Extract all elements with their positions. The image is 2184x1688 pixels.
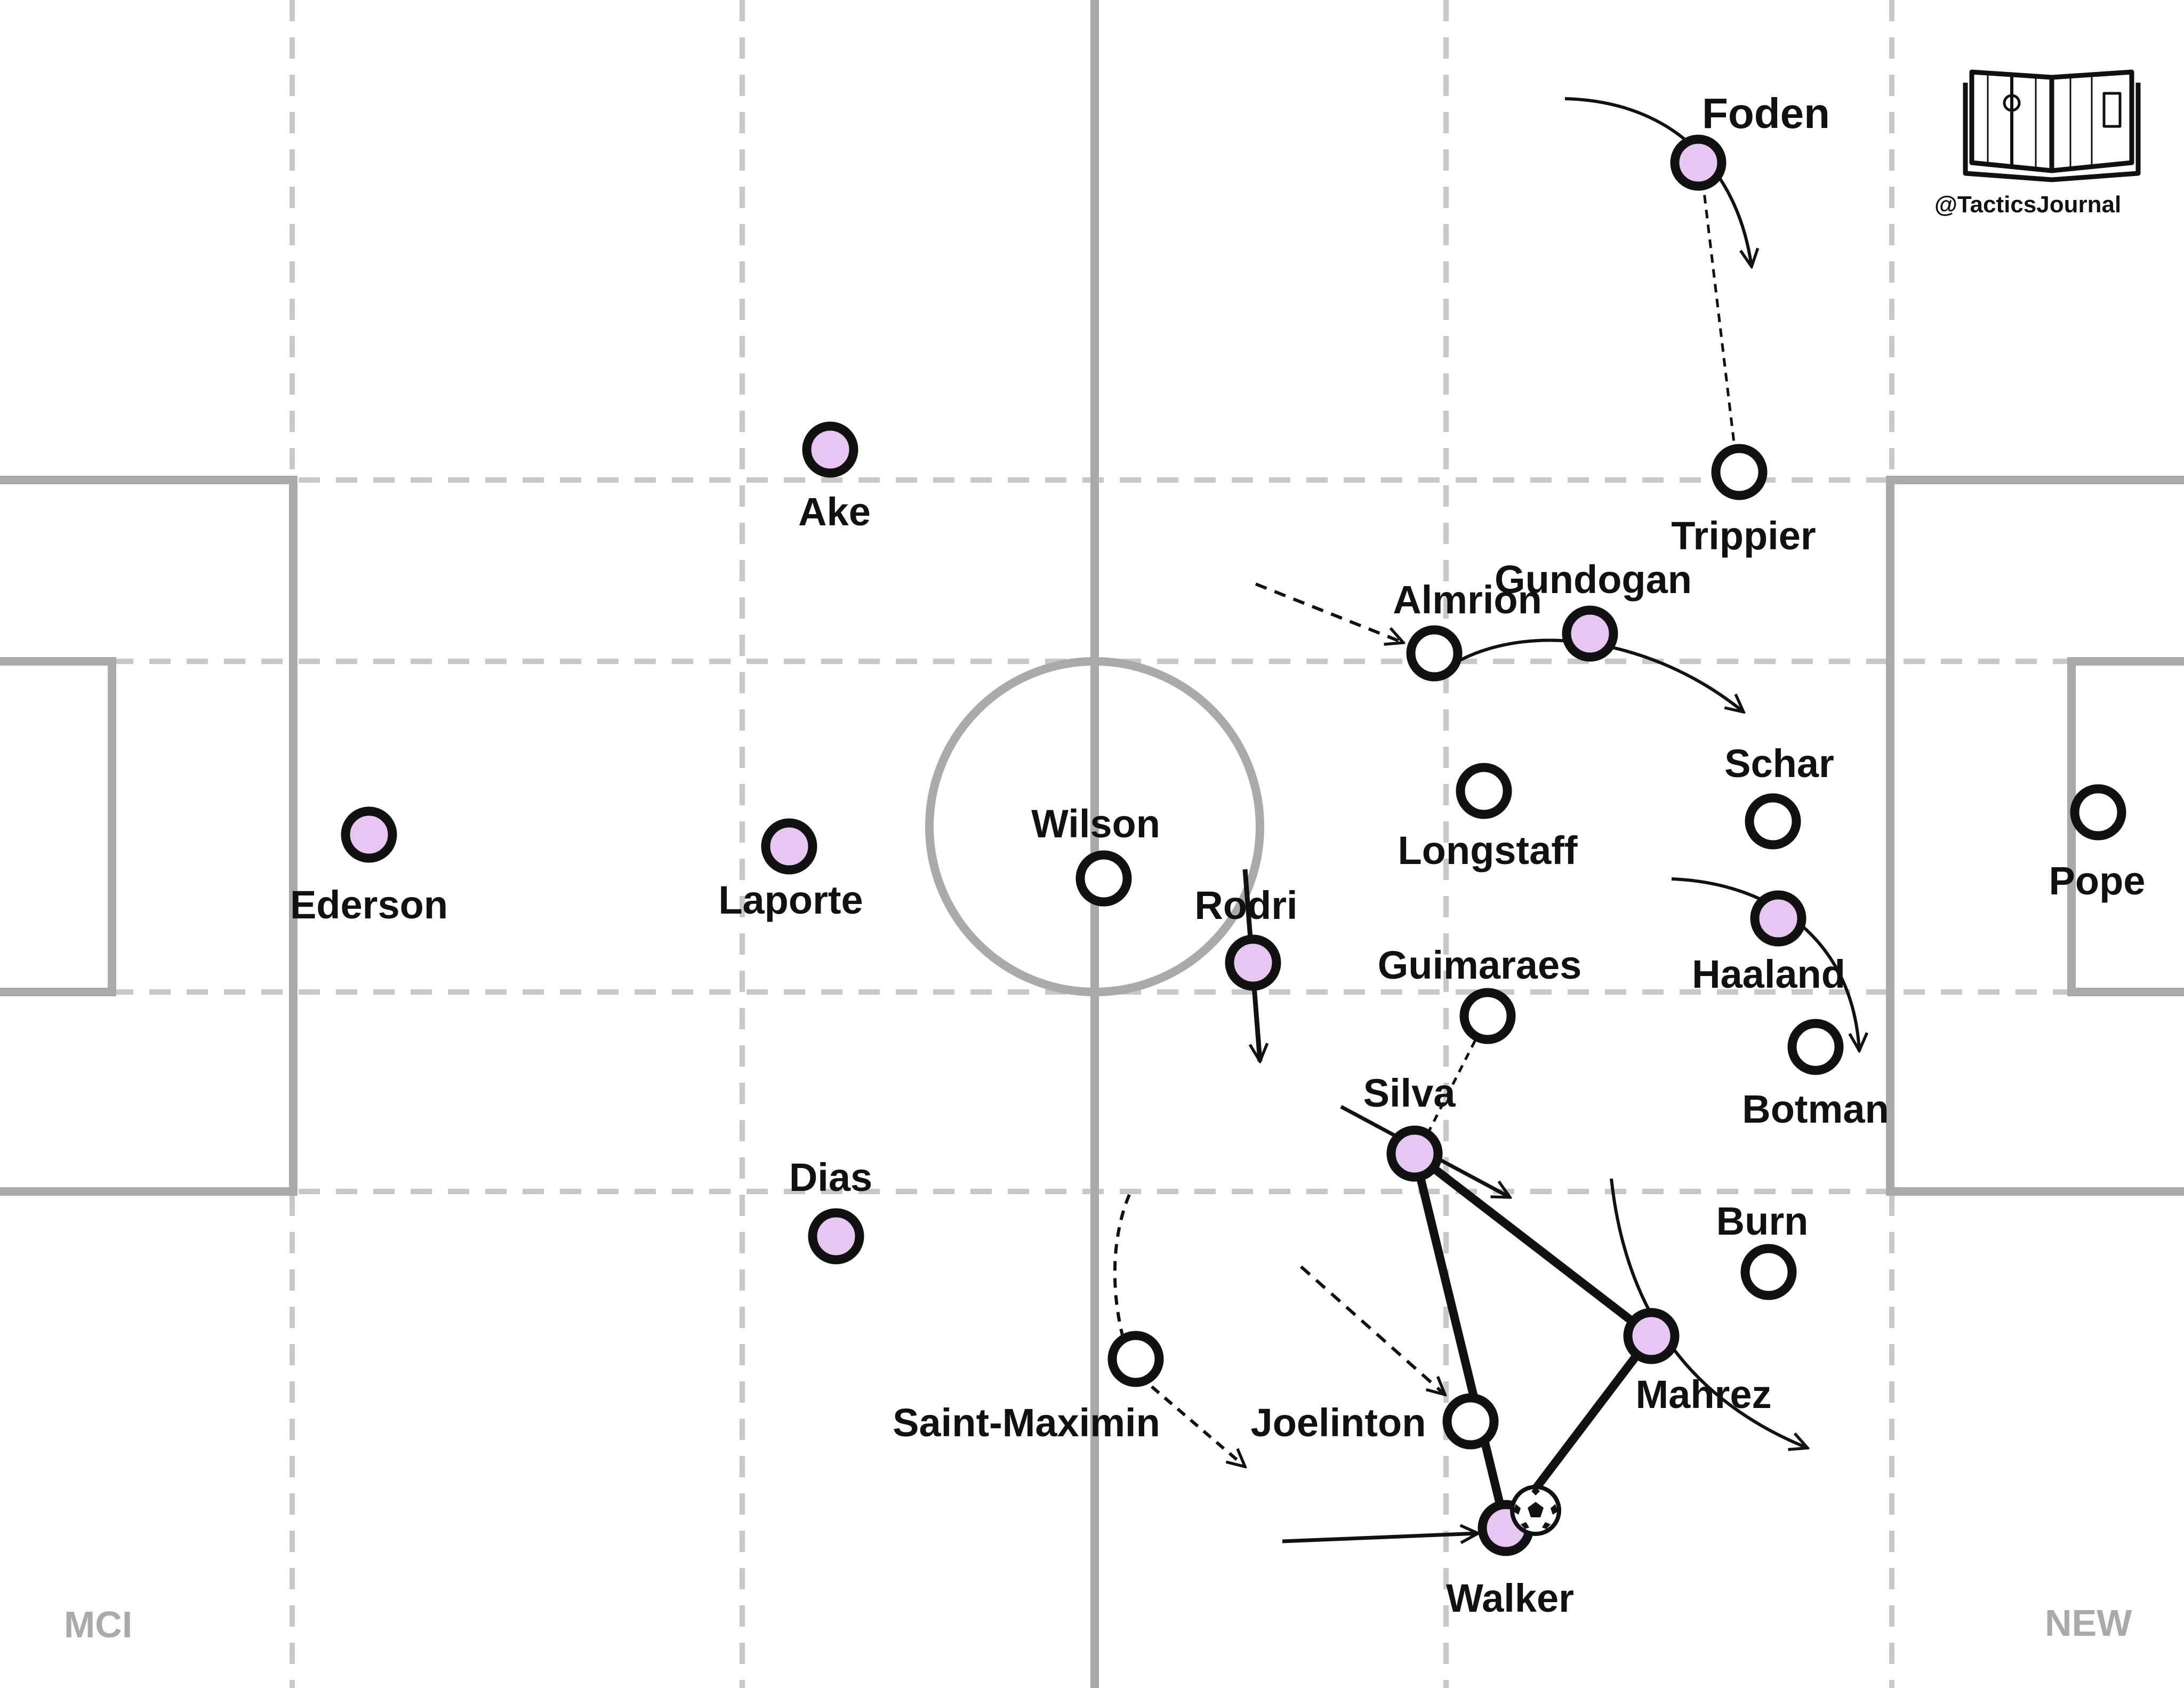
saint-maximin-press-arrow <box>1151 1385 1245 1467</box>
left-penalty-box <box>0 476 298 1196</box>
player-marker <box>1386 1125 1443 1182</box>
player-marker <box>1406 625 1463 682</box>
left-six-yard-box <box>0 657 116 996</box>
player-silva: Silva <box>1363 1071 1456 1182</box>
player-marker <box>1711 444 1768 500</box>
player-name-label: Longstaff <box>1398 828 1577 873</box>
player-marker <box>1623 1308 1680 1364</box>
player-name-label: Mahrez <box>1636 1372 1772 1417</box>
player-marker <box>1562 605 1618 662</box>
player-longstaff: Longstaff <box>1398 763 1578 873</box>
player-name-label: Laporte <box>718 878 863 922</box>
player-wilson: Wilson <box>1031 802 1160 907</box>
player-marker <box>1745 793 1801 850</box>
player-name-label: Ake <box>798 490 871 534</box>
player-almrion: Almrion <box>1393 578 1542 682</box>
player-marker <box>802 421 858 478</box>
player-name-label: Almrion <box>1393 578 1542 622</box>
players-layer: Foden Ake Ederson Laporte Dias Rodri Gundogan H… <box>290 90 2146 1620</box>
player-marker <box>1740 1244 1797 1300</box>
player-name-label: Saint-Maximin <box>893 1401 1160 1445</box>
player-name-label: Pope <box>2049 859 2146 903</box>
player-marker <box>1075 850 1132 907</box>
player-saint-maximin: Saint-Maximin <box>893 1331 1164 1445</box>
player-name-label: Dias <box>789 1155 872 1199</box>
player-name-label: Silva <box>1363 1071 1456 1115</box>
player-haaland: Haaland <box>1692 890 1845 996</box>
player-name-label: Rodri <box>1194 883 1297 927</box>
player-name-label: Walker <box>1446 1576 1574 1620</box>
player-marker <box>1459 988 1516 1044</box>
player-joelinton: Joelinton <box>1251 1393 1499 1450</box>
open-book-pitch-icon <box>1963 69 2141 182</box>
player-walker: Walker <box>1446 1500 1574 1620</box>
player-name-label: Trippier <box>1671 514 1816 558</box>
player-name-label: Burn <box>1716 1199 1809 1243</box>
player-name-label: Joelinton <box>1251 1401 1426 1445</box>
player-name-label: Gundogan <box>1495 557 1692 602</box>
player-burn: Burn <box>1716 1199 1809 1300</box>
home-team-label: MCI <box>64 1604 132 1645</box>
almrion-press-arrow <box>1255 582 1403 643</box>
right-penalty-box <box>1886 476 2184 1196</box>
away-team-label: NEW <box>2045 1602 2132 1644</box>
player-marker <box>1670 134 1727 191</box>
player-marker <box>761 818 817 875</box>
player-marker <box>1456 763 1512 819</box>
player-dias: Dias <box>789 1155 872 1265</box>
walker-overlap-arrow <box>1282 1533 1478 1541</box>
player-marker <box>2070 784 2126 841</box>
player-marker <box>1107 1331 1164 1387</box>
player-schar: Schar <box>1724 741 1834 850</box>
player-mahrez: Mahrez <box>1623 1308 1772 1417</box>
football-icon <box>1510 1485 1561 1536</box>
player-marker <box>1442 1393 1499 1450</box>
guimaraes-cover-line <box>1417 1015 1489 1153</box>
player-marker <box>1225 934 1281 991</box>
movement-arrows <box>1113 97 1859 1541</box>
player-name-label: Schar <box>1724 741 1834 786</box>
player-botman: Botman <box>1742 1019 1889 1131</box>
right-six-yard-box <box>2067 657 2184 996</box>
centre-circle <box>925 657 1264 996</box>
player-name-label: Foden <box>1702 90 1830 137</box>
foden-trippier-pressure-line <box>1699 165 1739 470</box>
player-name-label: Haaland <box>1692 952 1845 996</box>
player-name-label: Botman <box>1742 1087 1889 1131</box>
player-rodri: Rodri <box>1194 883 1298 991</box>
player-name-label: Wilson <box>1031 802 1160 846</box>
player-laporte: Laporte <box>718 818 863 922</box>
player-guimaraes: Guimaraes <box>1378 943 1582 1044</box>
player-marker <box>1787 1019 1844 1075</box>
player-marker <box>341 806 397 863</box>
player-gundogan: Gundogan <box>1495 557 1692 662</box>
player-marker <box>1750 890 1806 947</box>
player-ake: Ake <box>798 421 871 534</box>
player-name-label: Ederson <box>290 883 448 927</box>
player-marker <box>808 1208 864 1265</box>
player-pope: Pope <box>2049 784 2146 903</box>
player-ederson: Ederson <box>290 806 448 927</box>
joelinton-press-arrow <box>1300 1265 1445 1395</box>
passing-triangle <box>1410 1150 1656 1532</box>
brand-handle: @TacticsJournal <box>1934 191 2121 218</box>
player-foden: Foden <box>1670 90 1830 191</box>
player-name-label: Guimaraes <box>1378 943 1582 987</box>
player-trippier: Trippier <box>1671 444 1816 558</box>
